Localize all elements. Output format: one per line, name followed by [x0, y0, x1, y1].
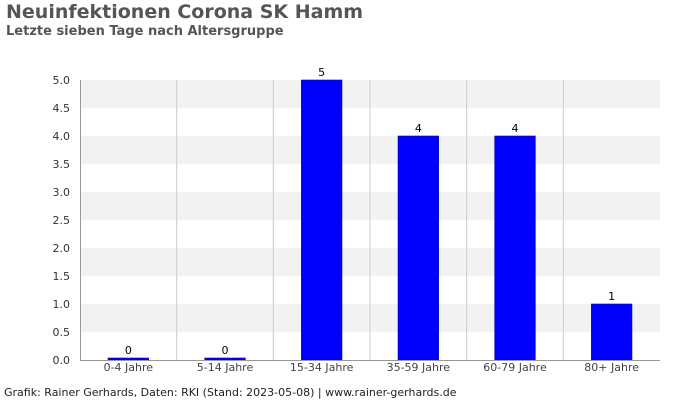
bar — [591, 303, 633, 361]
bar — [301, 79, 343, 361]
bar-value-label: 5 — [318, 66, 325, 79]
y-tick-label: 5.0 — [53, 74, 71, 87]
chart-title: Neuinfektionen Corona SK Hamm — [6, 1, 364, 23]
y-tick-label: 3.0 — [53, 186, 71, 199]
bar-value-label: 4 — [415, 122, 422, 135]
bar — [397, 135, 439, 361]
y-tick-label: 2.5 — [53, 214, 71, 227]
bar — [204, 357, 246, 361]
y-tick-label: 2.0 — [53, 242, 71, 255]
y-tick-label: 0.5 — [53, 326, 71, 339]
y-tick-label: 4.0 — [53, 130, 71, 143]
x-tick-label: 60-79 Jahre — [483, 361, 547, 374]
bar — [494, 135, 536, 361]
y-tick-label: 1.5 — [53, 270, 71, 283]
y-tick-label: 3.5 — [53, 158, 71, 171]
x-tick-label: 0-4 Jahre — [104, 361, 154, 374]
bar-value-label: 4 — [512, 122, 519, 135]
y-tick-label: 1.0 — [53, 298, 71, 311]
x-tick-label: 80+ Jahre — [584, 361, 639, 374]
bar-value-label: 1 — [608, 290, 615, 303]
y-tick-label: 0.0 — [53, 354, 71, 367]
bar — [107, 357, 149, 361]
bar-value-label: 0 — [222, 344, 229, 357]
chart-subtitle: Letzte sieben Tage nach Altersgruppe — [6, 24, 284, 39]
y-tick-label: 4.5 — [53, 102, 71, 115]
source-footer: Grafik: Rainer Gerhards, Daten: RKI (Sta… — [4, 386, 457, 399]
x-tick-label: 5-14 Jahre — [197, 361, 254, 374]
x-tick-label: 15-34 Jahre — [290, 361, 354, 374]
bar-value-label: 0 — [125, 344, 132, 357]
x-tick-label: 35-59 Jahre — [387, 361, 451, 374]
